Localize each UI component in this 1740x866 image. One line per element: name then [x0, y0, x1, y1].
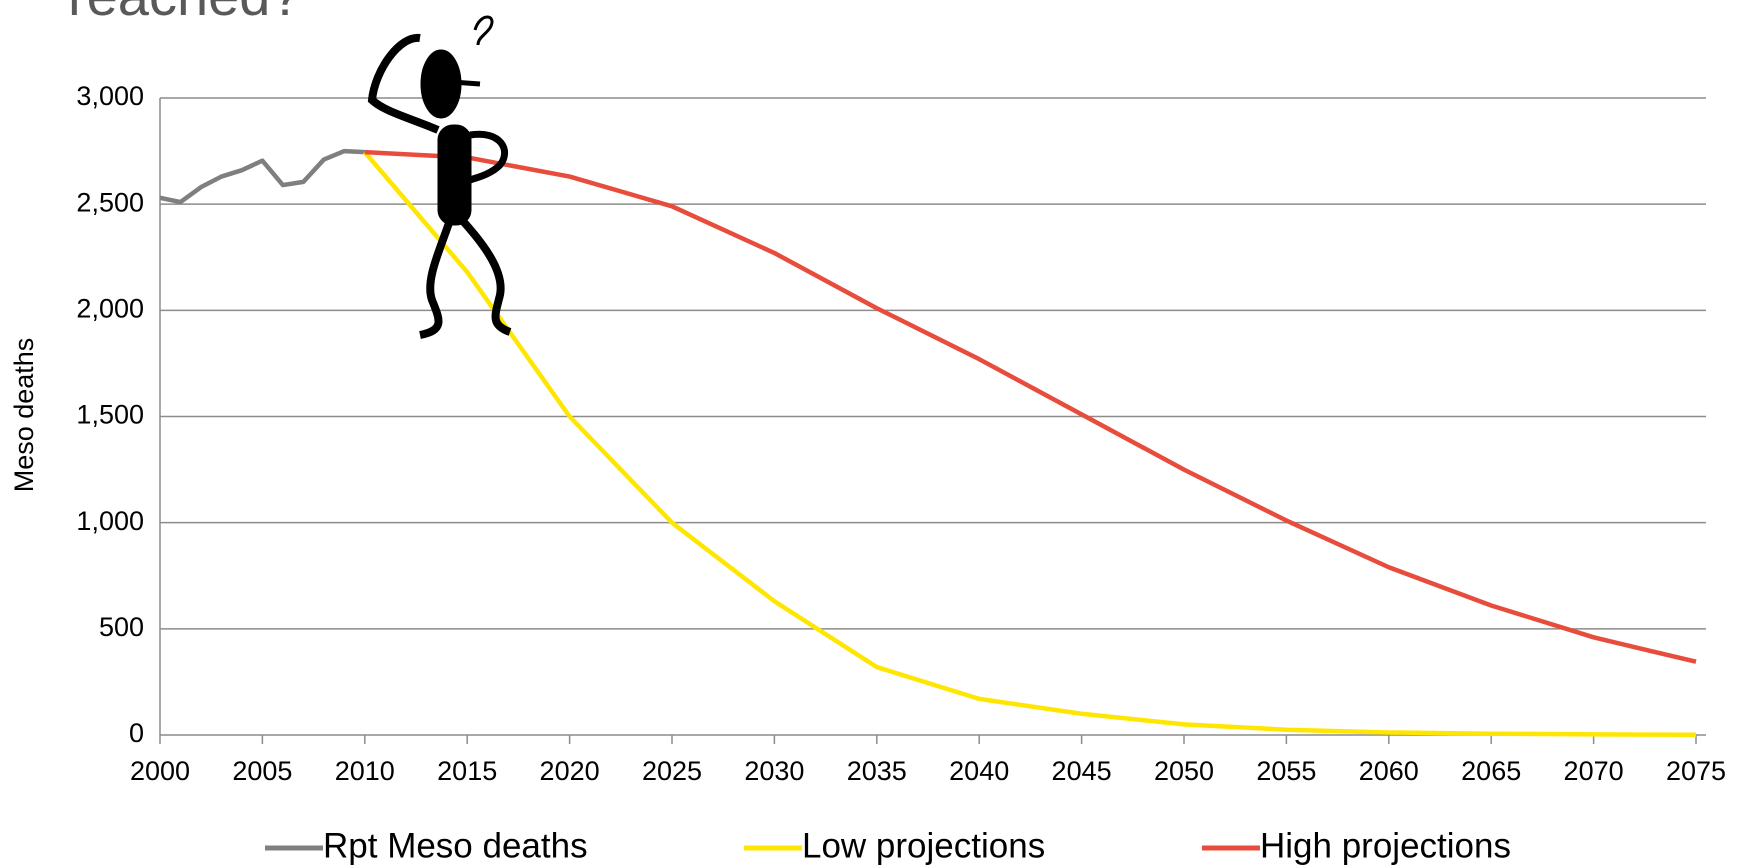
y-tick-label: 500: [99, 612, 144, 642]
y-tick-label: 2,000: [76, 293, 144, 323]
x-tick-label: 2025: [642, 756, 702, 786]
figure-leg: [459, 217, 512, 336]
x-tick-label: 2070: [1564, 756, 1624, 786]
x-tick-label: 2035: [847, 756, 907, 786]
series-line: [364, 149, 1697, 664]
legend-label: Low projections: [802, 826, 1045, 865]
y-axis-label: Meso deaths: [9, 338, 39, 493]
chart-title: reached?: [68, 0, 302, 27]
x-tick-label: 2005: [232, 756, 292, 786]
y-tick-label: 1,000: [76, 506, 144, 536]
question-mark: [473, 15, 494, 46]
x-tick-label: 2020: [540, 756, 600, 786]
series-line: [159, 148, 365, 205]
x-tick-label: 2010: [335, 756, 395, 786]
figure-arm: [367, 33, 440, 134]
x-tick-label: 2045: [1052, 756, 1112, 786]
figure-leg: [419, 218, 454, 339]
x-tick-label: 2015: [437, 756, 497, 786]
series-line: [363, 150, 1697, 738]
y-tick-label: 0: [129, 718, 144, 748]
figure-body: [437, 124, 472, 226]
x-tick-label: 2000: [130, 756, 190, 786]
x-tick-label: 2060: [1359, 756, 1419, 786]
x-tick-label: 2075: [1666, 756, 1726, 786]
x-tick-label: 2040: [949, 756, 1009, 786]
figure-nose: [451, 79, 481, 87]
figure-arm: [468, 130, 509, 184]
legend-label: High projections: [1260, 826, 1511, 865]
x-tick-label: 2050: [1154, 756, 1214, 786]
stick-figure-illustration: [367, 15, 512, 339]
x-tick-label: 2065: [1461, 756, 1521, 786]
legend-label: Rpt Meso deaths: [323, 826, 588, 865]
x-tick-label: 2030: [744, 756, 804, 786]
y-tick-label: 3,000: [76, 81, 144, 111]
y-tick-label: 1,500: [76, 400, 144, 430]
y-tick-label: 2,500: [76, 187, 144, 217]
x-tick-label: 2055: [1256, 756, 1316, 786]
